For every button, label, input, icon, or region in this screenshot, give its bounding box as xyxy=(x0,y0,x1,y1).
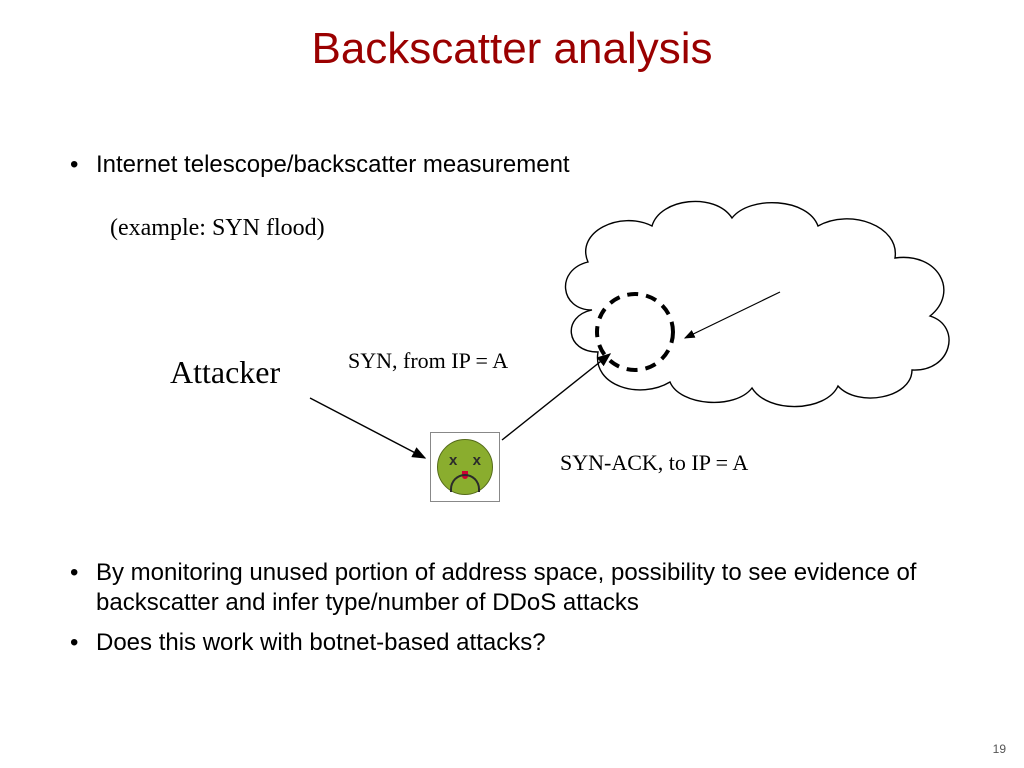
bullet-dot: • xyxy=(70,628,96,658)
bullet-text: Does this work with botnet-based attacks… xyxy=(96,628,546,658)
telescope-dashed-circle xyxy=(597,294,673,370)
cloud-shape xyxy=(566,201,950,406)
syn-arrow-label: SYN, from IP = A xyxy=(348,348,508,374)
victim-face-circle: x x xyxy=(437,439,493,495)
bullet-dot: • xyxy=(70,558,96,588)
cloud-label: Network “telescope”, e.g., empty /8 netw… xyxy=(628,238,888,293)
bullet-list-bottom: • By monitoring unused portion of addres… xyxy=(70,558,970,668)
arrow-victim-to-telescope xyxy=(502,354,610,440)
page-number: 19 xyxy=(993,742,1006,756)
attacker-label: Attacker xyxy=(170,354,280,391)
list-item: • Internet telescope/backscatter measure… xyxy=(70,150,970,180)
bullet-dot: • xyxy=(70,150,96,180)
list-item: • By monitoring unused portion of addres… xyxy=(70,558,970,618)
bullet-list-top: • Internet telescope/backscatter measure… xyxy=(70,150,970,190)
synack-arrow-label: SYN-ACK, to IP = A xyxy=(560,450,748,476)
arrow-label-to-circle xyxy=(685,292,780,338)
arrow-attacker-to-victim xyxy=(310,398,425,458)
example-label: (example: SYN flood) xyxy=(110,215,325,242)
slide-title: Backscatter analysis xyxy=(0,0,1024,74)
list-item: • Does this work with botnet-based attac… xyxy=(70,628,970,658)
victim-eye-left: x xyxy=(449,452,457,469)
bullet-text: Internet telescope/backscatter measureme… xyxy=(96,150,570,180)
bullet-text: By monitoring unused portion of address … xyxy=(96,558,970,618)
victim-icon: x x xyxy=(430,432,500,502)
victim-mouth xyxy=(450,474,480,492)
victim-eye-right: x xyxy=(473,452,481,469)
